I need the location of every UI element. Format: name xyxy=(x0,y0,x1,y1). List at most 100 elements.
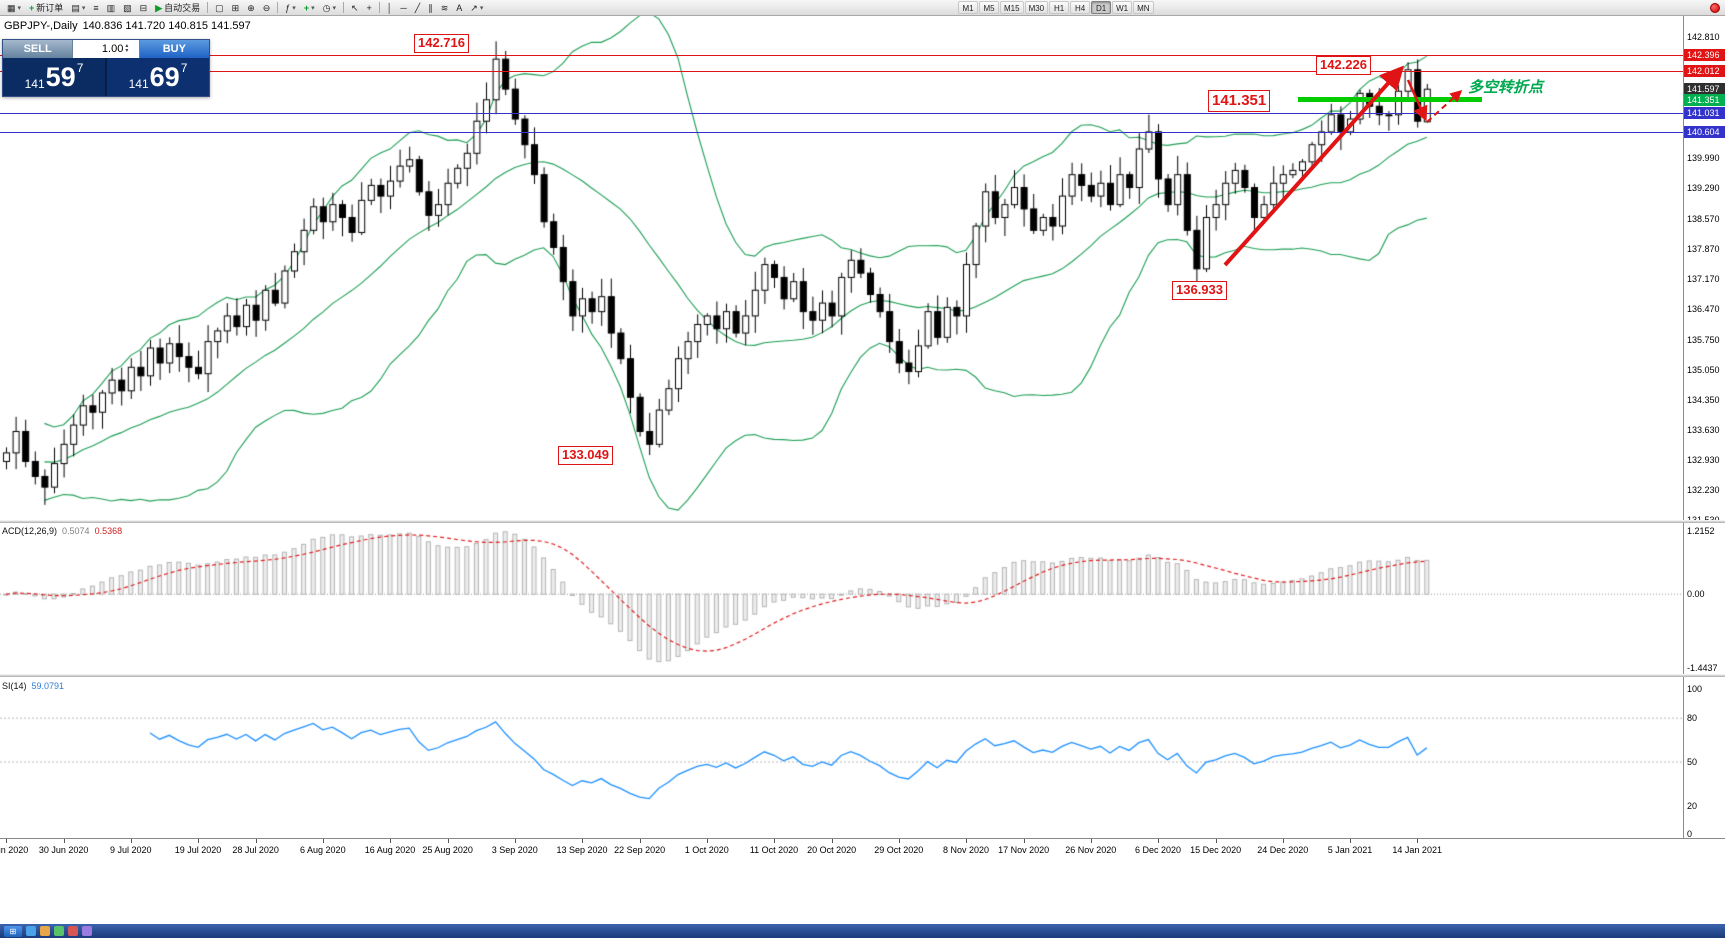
macd-indicator-canvas[interactable] xyxy=(0,523,1683,674)
toolbar-separator xyxy=(277,2,279,13)
price-scale-label: 132.930 xyxy=(1687,455,1720,465)
date-tick xyxy=(63,839,65,843)
sell-button[interactable]: SELL xyxy=(3,40,73,58)
rsi-value: 59.0791 xyxy=(31,681,65,691)
taskbar-app-icon[interactable] xyxy=(82,926,92,936)
indicators-button[interactable]: ƒ ▾ xyxy=(281,1,300,15)
rsi-scale-label: 50 xyxy=(1687,757,1698,767)
channel-icon: ∥ xyxy=(428,2,433,13)
macd-scale-label: -1.4437 xyxy=(1687,663,1718,673)
text-label-icon: A xyxy=(456,2,463,13)
price-scale-label: 138.570 xyxy=(1687,214,1720,224)
resistance-line-142396[interactable] xyxy=(0,55,1683,56)
price-label-142226[interactable]: 142.226 xyxy=(1316,56,1371,75)
volume-up-icon[interactable]: ▴ xyxy=(125,43,129,49)
auto-trading-icon: ▶ xyxy=(155,2,163,13)
dropdown-caret-icon: ▾ xyxy=(81,4,86,12)
timeframe-button-m5[interactable]: M5 xyxy=(979,1,999,14)
rsi-panel-separator[interactable] xyxy=(0,674,1725,677)
chart-period-button[interactable]: ◷ ▾ xyxy=(319,1,340,15)
main-chart-canvas[interactable] xyxy=(0,16,1683,520)
timeframe-button-mn[interactable]: MN xyxy=(1133,1,1154,14)
timeframe-button-w1[interactable]: W1 xyxy=(1112,1,1133,14)
rsi-indicator-canvas[interactable] xyxy=(0,677,1683,838)
price-scale-label: 137.170 xyxy=(1687,274,1720,284)
price-label-141351[interactable]: 141.351 xyxy=(1208,90,1271,112)
price-label-136933[interactable]: 136.933 xyxy=(1172,281,1227,300)
auto-trading-button[interactable]: ▶ 自动交易 xyxy=(151,1,204,15)
dropdown-caret-icon: ▾ xyxy=(17,4,22,12)
zoom-in-icon: ⊕ xyxy=(247,2,255,13)
buy-price-display[interactable]: 141 69 7 xyxy=(105,58,209,96)
volume-field: ▴▾ xyxy=(72,40,140,58)
market-watch-button[interactable]: ≡ xyxy=(89,1,102,15)
price-scale: 142.810 139.990 139.290 138.570 137.870 137.1… xyxy=(1683,16,1725,839)
new-order-button[interactable]: + 新订单 xyxy=(25,1,67,15)
date-label: 1 Oct 2020 xyxy=(684,845,729,855)
new-chart-button[interactable]: ▦ ▾ xyxy=(3,1,25,15)
macd-scale-label: 0.00 xyxy=(1687,589,1705,599)
timeframe-button-m1[interactable]: M1 xyxy=(958,1,978,14)
timeframe-button-m15[interactable]: M15 xyxy=(1000,1,1024,14)
dropdown-caret-icon: ▾ xyxy=(292,4,296,12)
navigator-button[interactable]: ▧ xyxy=(119,1,136,15)
taskbar-app-icon[interactable] xyxy=(26,926,36,936)
date-label: 5 Jan 2021 xyxy=(1327,845,1373,855)
channel-button[interactable]: ∥ xyxy=(424,1,437,15)
timeframe-button-d1[interactable]: D1 xyxy=(1091,1,1112,14)
add-indicator-button[interactable]: + ▾ xyxy=(300,1,319,15)
support-line-141031[interactable] xyxy=(0,113,1683,114)
one-click-trading-panel: SELL ▴▾ BUY 141 59 7 141 69 7 xyxy=(2,39,210,97)
timeframe-button-h4[interactable]: H4 xyxy=(1070,1,1091,14)
fibonacci-button[interactable]: ≋ xyxy=(437,1,453,15)
date-label: 22 Sep 2020 xyxy=(614,845,666,855)
tile-windows-button[interactable]: ⊞ xyxy=(228,1,244,15)
date-tick xyxy=(1215,839,1217,843)
support-line-140604[interactable] xyxy=(0,132,1683,133)
zoom-out-icon: ⊖ xyxy=(262,2,271,13)
volume-down-icon[interactable]: ▾ xyxy=(125,48,129,54)
timeframe-button-m30[interactable]: M30 xyxy=(1024,1,1049,14)
volume-input[interactable] xyxy=(73,43,124,55)
date-label: 28 Jul 2020 xyxy=(232,845,279,855)
date-label: 26 Nov 2020 xyxy=(1065,845,1117,855)
taskbar-app-icon[interactable] xyxy=(40,926,50,936)
macd-panel-separator[interactable] xyxy=(0,520,1725,523)
cursor-icon: ↖ xyxy=(350,2,359,13)
resistance-line-142012[interactable] xyxy=(0,71,1683,72)
buy-button[interactable]: BUY xyxy=(139,40,210,58)
date-label: 3 Sep 2020 xyxy=(491,845,538,855)
chart-symbol-label: GBPJPY-,Daily xyxy=(4,20,78,32)
date-label: 13 Sep 2020 xyxy=(556,845,608,855)
arrows-button[interactable]: ↗ ▾ xyxy=(466,1,487,15)
taskbar-app-icon[interactable] xyxy=(54,926,64,936)
price-label-133049[interactable]: 133.049 xyxy=(558,446,613,465)
trend-note-text[interactable]: 多空转折点 xyxy=(1468,79,1544,96)
crosshair-button[interactable]: + xyxy=(363,1,376,15)
start-button[interactable]: ⊞ xyxy=(4,925,22,937)
date-tick xyxy=(255,839,257,843)
zoom-out-button[interactable]: ⊖ xyxy=(259,1,275,15)
horizontal-line-button[interactable]: ─ xyxy=(396,1,410,15)
chart-period-icon: ◷ xyxy=(322,2,331,13)
date-tick xyxy=(1417,839,1419,843)
record-indicator-icon[interactable] xyxy=(1710,3,1720,13)
date-tick xyxy=(831,839,833,843)
trendline-button[interactable]: ╱ xyxy=(411,1,424,15)
taskbar-app-icon[interactable] xyxy=(68,926,78,936)
zoom-in-button[interactable]: ⊕ xyxy=(243,1,259,15)
cursor-button[interactable]: ↖ xyxy=(347,1,363,15)
terminal-button[interactable]: ⊟ xyxy=(136,1,152,15)
chart-ohlc-values: 140.836 141.720 140.815 141.597 xyxy=(82,20,251,32)
date-tick xyxy=(1350,839,1351,843)
price-label-142716[interactable]: 142.716 xyxy=(414,34,469,53)
text-label-button[interactable]: A xyxy=(452,1,466,15)
pivot-band-141351[interactable] xyxy=(1298,97,1482,102)
profiles-button[interactable]: ▤ ▾ xyxy=(67,1,89,15)
data-window-button[interactable]: ▥ xyxy=(103,1,120,15)
toolbar-separator xyxy=(342,2,344,13)
vertical-line-button[interactable]: │ xyxy=(383,1,397,15)
timeframe-button-h1[interactable]: H1 xyxy=(1049,1,1070,14)
sell-price-display[interactable]: 141 59 7 xyxy=(3,58,105,96)
cascade-windows-button[interactable]: ▢ xyxy=(211,1,228,15)
